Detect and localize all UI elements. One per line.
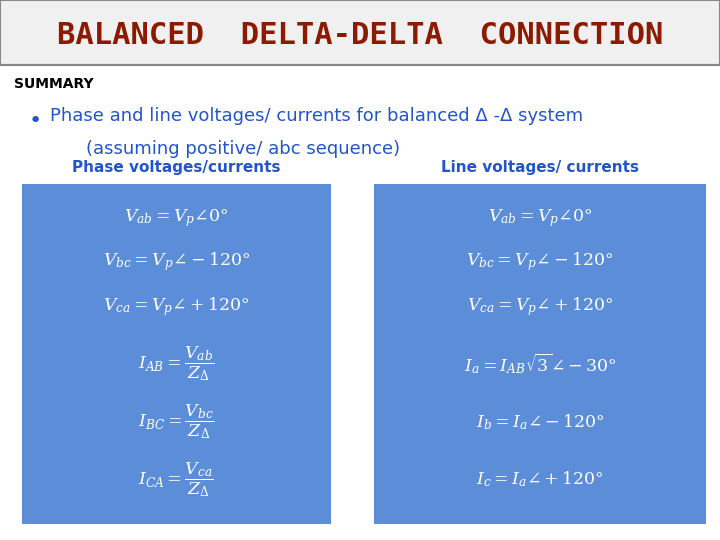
Text: (assuming positive/ abc sequence): (assuming positive/ abc sequence) [86,139,400,158]
Text: $V_{bc} = V_p\angle -120°$: $V_{bc} = V_p\angle -120°$ [103,251,250,273]
Text: $I_{AB} = \dfrac{V_{ab}}{Z_{\Delta}}$: $I_{AB} = \dfrac{V_{ab}}{Z_{\Delta}}$ [138,345,215,383]
Text: $I_a = I_{AB}\sqrt{3}\angle -30°$: $I_a = I_{AB}\sqrt{3}\angle -30°$ [464,352,616,376]
FancyBboxPatch shape [22,184,331,524]
Text: $V_{ca} = V_p\angle +120°$: $V_{ca} = V_p\angle +120°$ [103,295,250,318]
Text: $I_b = I_a\angle -120°$: $I_b = I_a\angle -120°$ [475,412,605,431]
Text: •: • [29,111,42,132]
Text: $V_{ca} = V_p\angle +120°$: $V_{ca} = V_p\angle +120°$ [467,295,613,318]
Text: BALANCED  DELTA-DELTA  CONNECTION: BALANCED DELTA-DELTA CONNECTION [57,21,663,50]
Text: Phase voltages/currents: Phase voltages/currents [72,160,281,175]
Text: $V_{ab} = V_p\angle 0°$: $V_{ab} = V_p\angle 0°$ [124,207,229,228]
Text: Line voltages/ currents: Line voltages/ currents [441,160,639,175]
Text: $V_{bc} = V_p\angle -120°$: $V_{bc} = V_p\angle -120°$ [467,251,613,273]
Text: $V_{ab} = V_p\angle 0°$: $V_{ab} = V_p\angle 0°$ [487,207,593,228]
Text: $I_{CA} = \dfrac{V_{ca}}{Z_{\Delta}}$: $I_{CA} = \dfrac{V_{ca}}{Z_{\Delta}}$ [138,460,215,499]
Text: SUMMARY: SUMMARY [14,77,94,91]
FancyBboxPatch shape [0,0,720,65]
FancyBboxPatch shape [374,184,706,524]
Text: $I_c = I_a\angle +120°$: $I_c = I_a\angle +120°$ [476,470,604,489]
Text: $I_{BC} = \dfrac{V_{bc}}{Z_{\Delta}}$: $I_{BC} = \dfrac{V_{bc}}{Z_{\Delta}}$ [138,402,215,441]
Text: Phase and line voltages/ currents for balanced Δ -Δ system: Phase and line voltages/ currents for ba… [50,107,583,125]
